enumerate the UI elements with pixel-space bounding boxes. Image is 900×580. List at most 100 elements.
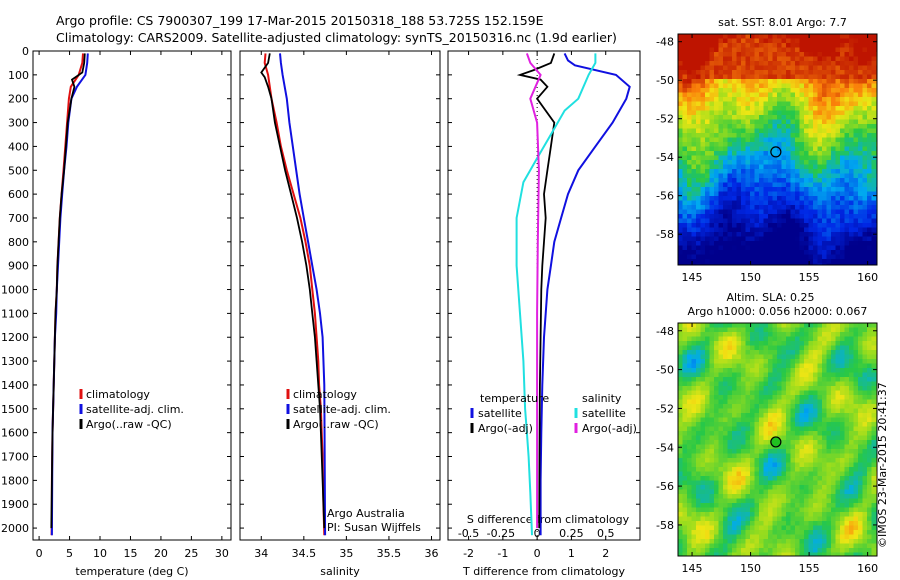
heatmap-cell (723, 133, 728, 138)
heatmap-cell (750, 404, 755, 409)
heatmap-cell (759, 241, 764, 246)
heatmap-cell (813, 399, 818, 405)
heatmap-cell (736, 259, 742, 264)
heatmap-cell (826, 467, 832, 472)
heatmap-cell (696, 426, 701, 432)
heatmap-cell (826, 160, 832, 165)
heatmap-cell (862, 133, 868, 138)
heatmap-cell (867, 435, 872, 441)
heatmap-cell (736, 354, 742, 360)
heatmap-cell (745, 169, 751, 174)
heatmap-cell (835, 516, 841, 522)
heatmap-cell (687, 332, 692, 337)
heatmap-cell (709, 516, 715, 522)
heatmap-cell (844, 368, 850, 373)
heatmap-cell (853, 440, 859, 445)
heatmap-cell (754, 115, 760, 120)
heatmap-cell (853, 52, 859, 57)
heatmap-cell (822, 516, 827, 522)
heatmap-cell (862, 408, 868, 414)
heatmap-cell (741, 137, 746, 143)
heatmap-cell (696, 196, 701, 201)
heatmap-cell (723, 485, 728, 490)
heatmap-cell (745, 182, 751, 188)
heatmap-cell (718, 250, 724, 255)
heatmap-cell (714, 363, 719, 369)
heatmap-cell (777, 390, 782, 396)
heatmap-cell (831, 227, 836, 233)
heatmap-cell (772, 458, 778, 463)
heatmap-cell (714, 245, 719, 251)
heatmap-cell (871, 223, 877, 228)
heatmap-cell (709, 404, 715, 409)
heatmap-cell (799, 530, 805, 535)
heatmap-cell (754, 327, 760, 333)
heatmap-cell (826, 124, 832, 129)
heatmap-cell (808, 359, 814, 364)
heatmap-cell (826, 133, 832, 138)
heatmap-cell (871, 70, 877, 75)
heatmap-cell (759, 530, 764, 535)
heatmap-cell (763, 187, 769, 192)
heatmap-cell (759, 534, 764, 540)
heatmap-cell (709, 146, 715, 152)
heatmap-cell (723, 160, 728, 165)
heatmap-cell (768, 110, 773, 116)
heatmap-cell (745, 124, 751, 129)
heatmap-cell (741, 476, 746, 481)
heatmap-cell (687, 359, 692, 364)
heatmap-cell (777, 245, 782, 251)
heatmap-cell (678, 435, 683, 441)
heatmap-cell (808, 525, 814, 531)
heatmap-cell (714, 128, 719, 134)
heatmap-cell (813, 332, 818, 337)
heatmap-cell (871, 440, 877, 445)
heatmap-cell (826, 119, 832, 125)
heatmap-cell (781, 336, 787, 342)
heatmap-cell (849, 245, 854, 251)
heatmap-cell (826, 390, 832, 396)
heatmap-cell (741, 327, 746, 333)
heatmap-cell (826, 503, 832, 508)
heatmap-cell (732, 435, 737, 441)
heatmap-cell (732, 101, 737, 107)
heatmap-cell (817, 218, 823, 224)
heatmap-cell (826, 74, 832, 80)
heatmap-cell (853, 521, 859, 526)
heatmap-cell (687, 61, 692, 66)
heatmap-cell (867, 471, 872, 477)
heatmap-cell (799, 350, 805, 355)
heatmap-cell (727, 489, 733, 495)
heatmap-cell (700, 245, 706, 251)
heatmap-cell (858, 363, 863, 369)
heatmap-cell (718, 200, 724, 206)
heatmap-cell (754, 336, 760, 342)
heatmap-cell (781, 38, 787, 44)
heatmap-cell (808, 440, 814, 445)
heatmap-cell (696, 128, 701, 134)
heatmap-cell (732, 56, 737, 62)
heatmap-cell (700, 408, 706, 414)
heatmap-cell (786, 160, 791, 165)
heatmap-cell (858, 489, 863, 495)
heatmap-cell (741, 115, 746, 120)
heatmap-cell (732, 417, 737, 423)
heatmap-cell (736, 404, 742, 409)
heatmap-cell (750, 92, 755, 98)
heatmap-cell (804, 38, 809, 44)
heatmap-cell (835, 92, 841, 98)
heatmap-cell (835, 151, 841, 156)
heatmap-cell (781, 218, 787, 224)
heatmap-cell (741, 178, 746, 183)
heatmap-cell (804, 214, 809, 219)
heatmap-cell (709, 128, 715, 134)
heatmap-cell (790, 196, 796, 201)
heatmap-cell (709, 101, 715, 107)
heatmap-cell (763, 38, 769, 44)
heatmap-cell (858, 209, 863, 215)
heatmap-cell (700, 178, 706, 183)
x-tick-label-salinity: 0 (534, 527, 541, 540)
heatmap-cell (817, 404, 823, 409)
heatmap-cell (763, 259, 769, 264)
heatmap-cell (709, 209, 715, 215)
